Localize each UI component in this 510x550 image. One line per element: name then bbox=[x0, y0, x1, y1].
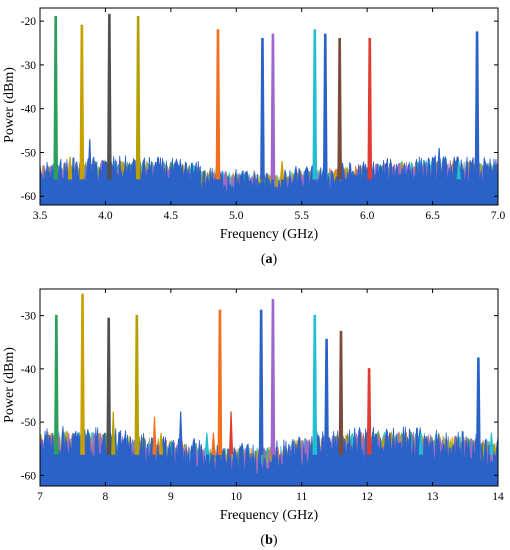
series-peak bbox=[337, 37, 342, 180]
x-tick-label: 6.0 bbox=[360, 210, 375, 222]
x-tick-label: 5.5 bbox=[295, 210, 310, 222]
series-peak bbox=[270, 298, 276, 455]
x-tick-label: 13 bbox=[427, 491, 439, 503]
x-tick-label: 10 bbox=[231, 491, 243, 503]
spur-peak bbox=[211, 432, 216, 455]
series-peak bbox=[217, 309, 223, 455]
y-tick-label: -40 bbox=[21, 104, 37, 116]
x-axis-title-a: Frequency (GHz) bbox=[220, 227, 319, 242]
noise-trace bbox=[40, 154, 498, 205]
spur-peak bbox=[158, 432, 164, 455]
y-tick-label: -40 bbox=[21, 364, 37, 376]
x-tick-label: 4.0 bbox=[98, 210, 113, 222]
spur-peak bbox=[436, 148, 442, 180]
y-axis-title-a: Power (dBm) bbox=[2, 67, 17, 143]
x-tick-label: 7.0 bbox=[491, 210, 506, 222]
ticks-a: 3.5 4.0 4.5 5.0 5.5 6.0 6.5 7.0 -20 -30 -40 -50 -60 bbox=[21, 8, 506, 222]
y-tick-label: -30 bbox=[21, 60, 37, 72]
series-peak bbox=[366, 368, 372, 455]
panel-caption-b: (b) bbox=[260, 533, 277, 548]
spur-peak bbox=[204, 432, 209, 455]
y-tick-label: -50 bbox=[21, 147, 37, 159]
series-peak bbox=[80, 293, 85, 455]
chart-panel-a: 3.5 4.0 4.5 5.0 5.5 6.0 6.5 7.0-20-30-40-50-60 … bbox=[2, 7, 506, 267]
spur-peak bbox=[489, 432, 494, 455]
series-peak bbox=[134, 314, 140, 455]
series-peak bbox=[474, 31, 480, 180]
chart-panel-b: 7 8 9 10 11 12 13 14 -30 -40 -50 -60 Frequency (GHz… bbox=[2, 288, 504, 548]
spur-peak bbox=[228, 411, 234, 455]
series-peak bbox=[324, 338, 329, 455]
plot-area-a bbox=[40, 13, 498, 205]
x-tick-label: 4.5 bbox=[164, 210, 179, 222]
series-peak bbox=[322, 33, 328, 180]
series-peak bbox=[79, 24, 85, 180]
series-peak bbox=[367, 37, 373, 180]
y-tick-label: -60 bbox=[21, 470, 37, 482]
series-peak bbox=[270, 33, 276, 180]
spur-peak bbox=[178, 411, 183, 455]
series-peak bbox=[107, 13, 112, 180]
x-tick-label: 7 bbox=[37, 491, 43, 503]
spur-peak bbox=[418, 432, 423, 455]
ticks-b: 7 8 9 10 11 12 13 14 -30 -40 -50 -60 bbox=[21, 289, 504, 503]
series-peak bbox=[260, 37, 265, 180]
plot-frame-b bbox=[39, 288, 499, 487]
series-peak bbox=[312, 29, 318, 180]
spur-peak bbox=[87, 139, 92, 180]
spur-peak bbox=[111, 411, 116, 455]
series-peak bbox=[106, 317, 112, 455]
y-tick-label: -20 bbox=[21, 16, 37, 28]
plot-frame-a bbox=[39, 7, 499, 206]
panel-caption-b-letter: b bbox=[265, 533, 273, 548]
series-peak bbox=[258, 309, 264, 455]
x-tick-label: 6.5 bbox=[425, 210, 440, 222]
series-peak bbox=[338, 330, 344, 455]
x-tick-label: 5.0 bbox=[229, 210, 244, 222]
series-peak bbox=[312, 314, 318, 455]
x-tick-label: 9 bbox=[168, 491, 174, 503]
series-peak bbox=[476, 357, 481, 455]
y-tick-label: -30 bbox=[21, 311, 37, 323]
x-tick-label: 11 bbox=[296, 491, 307, 503]
y-axis-title-b: Power (dBm) bbox=[2, 347, 17, 423]
spur-peak bbox=[152, 416, 157, 455]
plot-area-b bbox=[40, 293, 498, 486]
x-tick-label: 14 bbox=[492, 491, 504, 503]
panel-caption-a: (a) bbox=[261, 252, 278, 267]
series-peak bbox=[215, 29, 221, 180]
series-peak bbox=[54, 314, 59, 455]
series-peak bbox=[53, 16, 59, 180]
x-tick-label: 8 bbox=[103, 491, 109, 503]
spur-peak bbox=[67, 156, 73, 180]
y-tick-label: -50 bbox=[21, 417, 37, 429]
x-tick-label: 12 bbox=[361, 491, 373, 503]
spur-peak bbox=[279, 161, 285, 180]
panel-caption-a-letter: a bbox=[266, 252, 273, 267]
spur-peak bbox=[456, 161, 461, 180]
x-tick-label: 3.5 bbox=[33, 210, 48, 222]
y-tick-label: -60 bbox=[21, 191, 37, 203]
series-peak bbox=[135, 16, 141, 180]
x-axis-title-b: Frequency (GHz) bbox=[220, 508, 319, 523]
